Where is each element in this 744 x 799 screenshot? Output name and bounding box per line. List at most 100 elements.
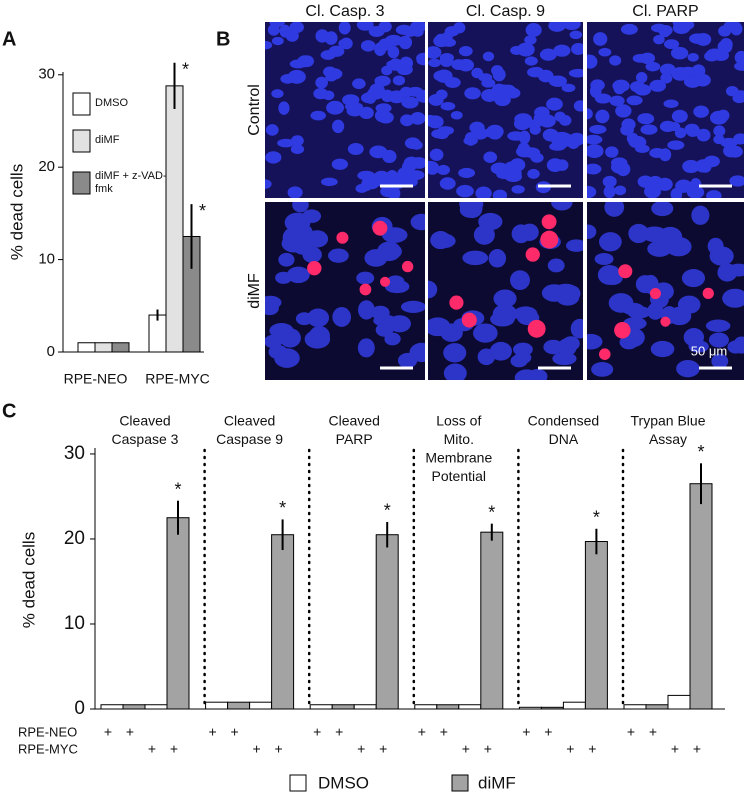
nucleus (693, 105, 709, 118)
significance-star: * (199, 201, 206, 221)
nucleus (670, 46, 689, 60)
apoptotic-cell (359, 283, 372, 296)
nucleus (439, 54, 454, 68)
nucleus (453, 22, 466, 34)
legend-label: diMF + z-VAD-fmk (95, 170, 167, 195)
micrograph-content (587, 202, 744, 380)
nucleus (553, 44, 571, 57)
bar (271, 534, 295, 710)
nucleus (729, 175, 744, 187)
y-tick-label: 30 (64, 443, 85, 464)
nucleus (375, 103, 392, 113)
nucleus (315, 29, 330, 43)
bar (436, 704, 460, 710)
nucleus (364, 249, 388, 267)
nucleus (723, 144, 739, 158)
nucleus (395, 24, 413, 35)
nucleus (320, 177, 338, 187)
nucleus (524, 35, 537, 45)
nucleus (279, 24, 291, 38)
nucleus (543, 339, 564, 355)
nucleus (587, 224, 597, 239)
nucleus (690, 178, 702, 192)
legend-swatch (72, 129, 91, 153)
nucleus (369, 83, 385, 98)
nucleus (529, 66, 544, 77)
nucleus (464, 131, 478, 146)
y-tick-label: 0 (74, 698, 85, 719)
nucleus (725, 85, 739, 97)
nucleus (444, 77, 461, 88)
bar (480, 531, 504, 710)
nucleus (490, 311, 515, 327)
nucleus (360, 40, 376, 52)
nucleus (548, 22, 566, 32)
nucleus (511, 185, 525, 194)
nucleus (691, 64, 706, 78)
legend-item: diMF (95, 134, 119, 146)
nucleus (310, 110, 326, 121)
nucleus (295, 312, 313, 326)
nucleus (621, 118, 636, 131)
nucleus (569, 30, 583, 40)
nucleus (671, 109, 688, 123)
nucleus (326, 100, 345, 115)
nucleus (639, 52, 656, 64)
apoptotic-cell (541, 214, 557, 230)
nucleus (287, 222, 313, 243)
column-label: Cl. Casp. 9 (466, 3, 545, 20)
condition-marker: + (671, 741, 679, 757)
micrograph-content (587, 22, 744, 198)
condition-marker: + (649, 724, 657, 740)
nucleus (410, 112, 425, 125)
nucleus (504, 166, 522, 181)
bar (375, 534, 399, 710)
nucleus (371, 305, 390, 320)
group-title: Trypan Blue (631, 413, 706, 429)
apoptotic-cell (599, 348, 611, 360)
nucleus (280, 74, 295, 84)
apoptotic-cell (380, 276, 391, 287)
legend-swatch (451, 774, 469, 792)
bar (584, 541, 608, 710)
bar (166, 517, 190, 710)
nucleus (325, 73, 337, 82)
apoptotic-cell (525, 247, 540, 262)
panel-label: A (2, 28, 16, 50)
nucleus (594, 252, 614, 266)
nucleus (595, 109, 610, 124)
nucleus (667, 306, 692, 326)
significance-star: * (174, 479, 181, 499)
nucleus (411, 27, 424, 37)
nucleus (462, 250, 489, 266)
nucleus (265, 179, 272, 189)
nucleus (561, 83, 576, 93)
column-label: Cl. Casp. 3 (305, 3, 384, 20)
bar (122, 704, 146, 710)
nucleus (525, 23, 542, 37)
nucleus (626, 95, 643, 106)
apoptotic-cell (618, 264, 633, 279)
nucleus (551, 202, 573, 211)
legend-label: DMSO (95, 97, 128, 109)
nucleus (589, 124, 607, 134)
apoptotic-cell (527, 319, 546, 338)
nucleus (554, 111, 566, 122)
nucleus (302, 209, 322, 223)
row-label: diMF (246, 273, 263, 309)
nucleus (428, 160, 440, 174)
panel-label: C (2, 400, 16, 422)
nucleus (653, 34, 665, 45)
nucleus (672, 22, 687, 28)
nucleus (668, 122, 681, 132)
nucleus (332, 119, 345, 134)
condition-marker: + (693, 741, 701, 757)
condition-marker: + (253, 741, 261, 757)
nucleus (416, 52, 425, 64)
nucleus (357, 338, 375, 358)
nucleus (289, 22, 304, 34)
bar (77, 342, 96, 353)
apoptotic-cell (307, 260, 322, 276)
nucleus (464, 87, 481, 100)
nucleus (711, 353, 729, 369)
